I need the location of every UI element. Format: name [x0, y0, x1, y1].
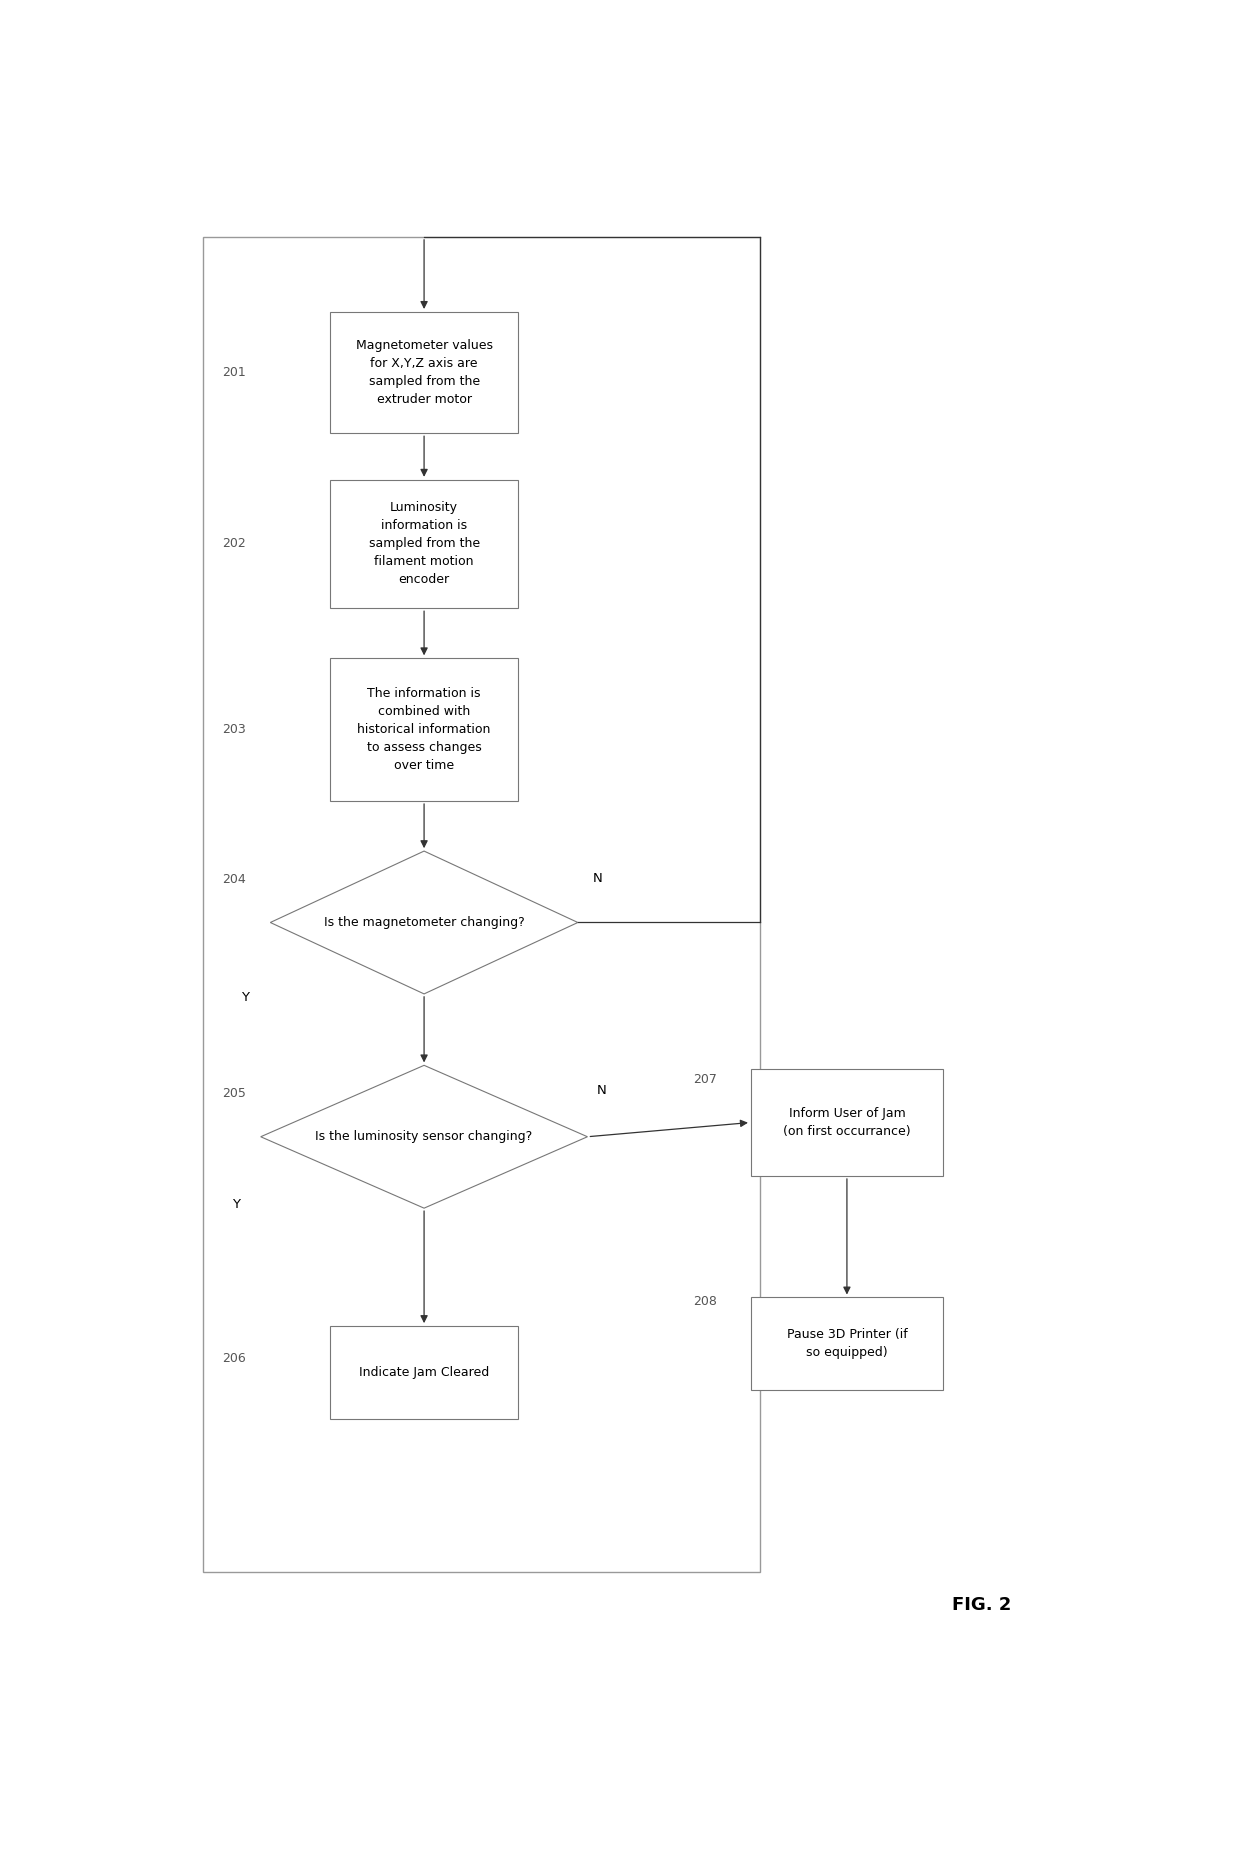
Text: Magnetometer values
for X,Y,Z axis are
sampled from the
extruder motor: Magnetometer values for X,Y,Z axis are s…: [356, 339, 492, 406]
Text: 201: 201: [222, 365, 246, 378]
Text: 208: 208: [693, 1295, 717, 1308]
Text: Y: Y: [242, 991, 249, 1004]
Text: Y: Y: [232, 1198, 239, 1211]
Text: Indicate Jam Cleared: Indicate Jam Cleared: [358, 1365, 490, 1378]
Text: 207: 207: [693, 1072, 717, 1087]
Text: N: N: [593, 872, 601, 885]
Text: 202: 202: [222, 538, 246, 551]
Polygon shape: [260, 1065, 588, 1208]
FancyBboxPatch shape: [330, 659, 518, 801]
Polygon shape: [270, 851, 578, 994]
Text: Is the magnetometer changing?: Is the magnetometer changing?: [324, 916, 525, 929]
FancyBboxPatch shape: [330, 480, 518, 608]
FancyBboxPatch shape: [751, 1297, 944, 1389]
FancyBboxPatch shape: [330, 312, 518, 434]
FancyBboxPatch shape: [330, 1326, 518, 1419]
Text: 203: 203: [222, 723, 246, 736]
FancyBboxPatch shape: [751, 1068, 944, 1176]
Text: The information is
combined with
historical information
to assess changes
over t: The information is combined with histori…: [357, 686, 491, 772]
Text: Pause 3D Printer (if
so equipped): Pause 3D Printer (if so equipped): [786, 1328, 908, 1360]
Text: 205: 205: [222, 1087, 247, 1100]
Text: 204: 204: [222, 874, 246, 887]
Text: Is the luminosity sensor changing?: Is the luminosity sensor changing?: [315, 1130, 533, 1143]
Text: FIG. 2: FIG. 2: [952, 1597, 1011, 1614]
Text: N: N: [598, 1083, 606, 1096]
Text: Luminosity
information is
sampled from the
filament motion
encoder: Luminosity information is sampled from t…: [368, 501, 480, 586]
Text: Inform User of Jam
(on first occurrance): Inform User of Jam (on first occurrance): [784, 1107, 910, 1137]
Text: 206: 206: [222, 1352, 246, 1365]
